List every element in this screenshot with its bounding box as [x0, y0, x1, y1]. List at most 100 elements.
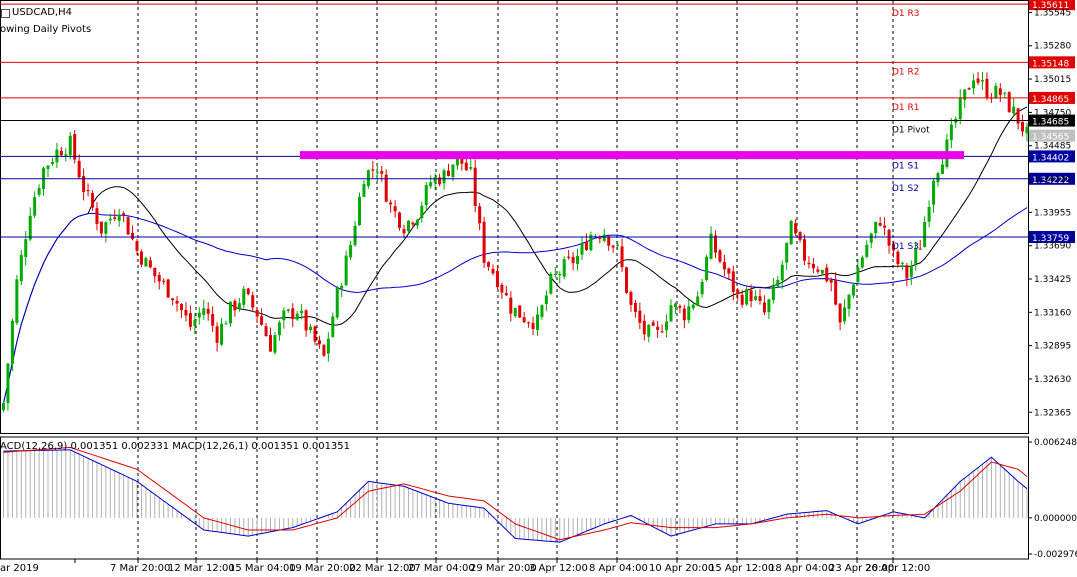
bear-candle: [153, 267, 157, 277]
macd-signal-line: [3, 446, 1028, 541]
macd-info-label: ACD(12,26,9) 0.001351 0.002331 MACD(12,2…: [0, 441, 351, 452]
time-label: 8 Apr 04:00: [589, 563, 648, 574]
bull-candle: [544, 295, 548, 305]
bear-candle: [758, 296, 762, 301]
bear-candle: [811, 263, 815, 269]
bear-candle: [215, 326, 219, 343]
bull-candle: [820, 269, 824, 274]
bear-candle: [77, 160, 81, 178]
price-tag-bg: [1029, 230, 1075, 243]
bull-candle: [923, 222, 927, 247]
bear-candle: [598, 237, 602, 239]
bear-candle: [985, 78, 989, 99]
bear-candle: [620, 246, 624, 268]
bear-candle: [86, 190, 90, 192]
bull-candle: [295, 313, 299, 320]
bull-candle: [705, 256, 709, 281]
pivot-label: D1 R2: [892, 67, 920, 77]
bull-candle: [469, 167, 473, 169]
bull-candle: [193, 319, 197, 326]
time-label: 23 Apr 20:00: [829, 563, 894, 574]
bear-candle: [918, 248, 922, 250]
price-tick-label: 1.32630: [1034, 375, 1071, 385]
time-label: 18 Apr 04:00: [769, 563, 834, 574]
bull-candle: [424, 185, 428, 205]
bear-candle: [166, 279, 170, 298]
bear-candle: [740, 294, 744, 305]
bear-candle: [878, 223, 882, 226]
price-tag-bg: [1029, 114, 1075, 127]
bear-candle: [255, 309, 259, 317]
price-tick-label: 1.34485: [1034, 142, 1071, 152]
time-label: 3 Apr 12:00: [529, 563, 588, 574]
bear-candle: [491, 268, 495, 274]
bear-candle: [313, 326, 317, 342]
bear-candle: [402, 229, 406, 234]
bear-candle: [131, 232, 135, 240]
bull-candle: [616, 244, 620, 246]
bear-candle: [393, 206, 397, 212]
bear-candle: [59, 150, 63, 156]
bull-candle: [15, 279, 19, 323]
bull-candle: [940, 164, 944, 174]
macd-plot-frame: [0, 436, 1029, 560]
bull-candle: [286, 309, 290, 311]
bull-candle: [696, 296, 700, 306]
bear-candle: [567, 256, 571, 258]
bear-candle: [157, 275, 161, 282]
grid-lines: [0, 0, 1029, 563]
bull-candle: [37, 188, 41, 195]
support-zone-bar: [300, 151, 964, 160]
bull-candle: [228, 301, 232, 324]
bull-candle: [647, 324, 651, 337]
bear-candle: [798, 232, 802, 240]
price-tag: 1.34222: [1032, 176, 1069, 186]
macd-tick-label: 0.000000: [1034, 514, 1077, 524]
bear-candle: [816, 269, 820, 272]
pivot-label: D1 R3: [892, 9, 920, 19]
chart-window-icon[interactable]: [1, 9, 10, 18]
bear-candle: [99, 221, 103, 234]
bull-candle: [900, 262, 904, 264]
time-label: 10 Apr 20:00: [649, 563, 714, 574]
bull-candle: [994, 85, 998, 99]
bull-candle: [220, 323, 224, 345]
bear-candle: [518, 305, 522, 318]
bull-candle: [785, 242, 789, 263]
bull-candle: [362, 184, 366, 197]
bear-candle: [380, 171, 384, 174]
bear-candle: [135, 241, 139, 251]
bull-candle: [580, 243, 584, 255]
bear-candle: [269, 335, 272, 352]
bear-candle: [487, 262, 491, 267]
bull-candle: [540, 305, 544, 317]
bear-candle: [291, 308, 295, 319]
macd-main-line: [3, 449, 1028, 543]
bear-candle: [749, 290, 753, 302]
bear-candle: [113, 217, 117, 219]
bear-candle: [398, 212, 402, 228]
bear-candle: [464, 162, 468, 171]
time-label: 22 Mar 12:00: [349, 563, 416, 574]
bear-candle: [656, 326, 660, 330]
bear-candle: [633, 302, 637, 312]
bear-candle: [184, 309, 188, 316]
bull-candle: [602, 234, 606, 241]
price-tick-label: 1.35280: [1034, 42, 1071, 52]
bull-candle: [589, 234, 593, 251]
bear-candle: [584, 242, 588, 250]
bear-candle: [625, 267, 628, 293]
bear-candle: [883, 225, 887, 228]
support-resistance-zone: [300, 151, 964, 160]
price-tick-label: 1.34220: [1034, 175, 1071, 185]
bull-candle: [375, 172, 379, 174]
bull-candle: [860, 257, 864, 268]
price-tag: 1.35148: [1032, 59, 1069, 69]
bear-candle: [495, 270, 499, 288]
bull-candle: [144, 258, 148, 267]
bull-candle: [104, 222, 108, 234]
bear-candle: [478, 206, 482, 224]
bear-candle: [322, 344, 326, 356]
